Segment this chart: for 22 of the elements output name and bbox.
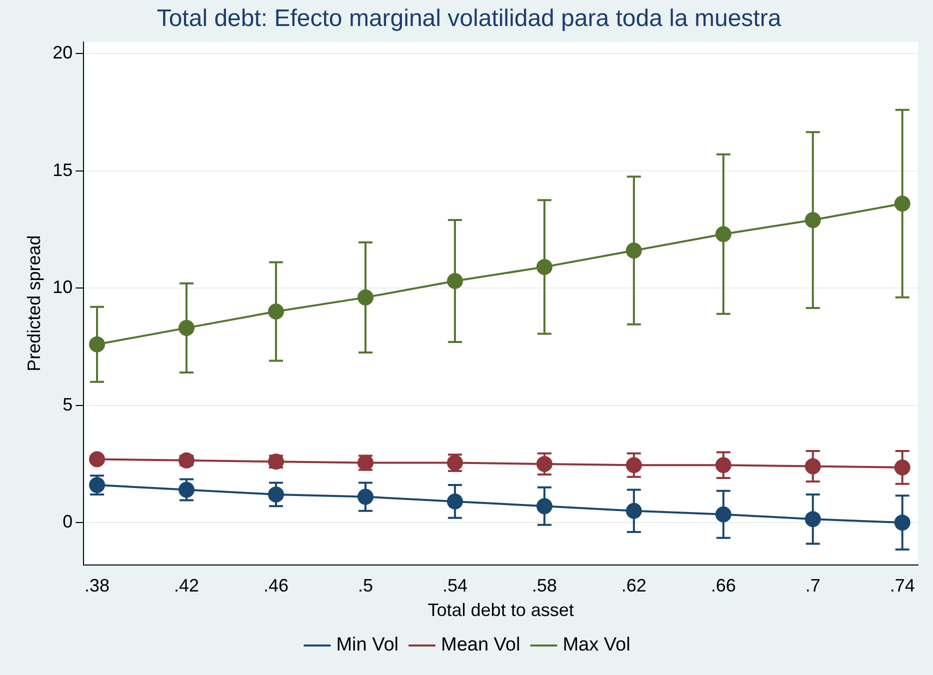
y-tick-label: 5: [62, 394, 73, 414]
x-tick-label: .7: [805, 576, 820, 596]
x-tick-label: .38: [84, 576, 110, 596]
y-tick-label: 20: [52, 42, 73, 62]
x-tick-label: .42: [174, 576, 200, 596]
x-tick-label: .62: [621, 576, 646, 596]
chart-title: Total debt: Efecto marginal volatilidad para toda la muestra: [156, 5, 782, 32]
legend-label: Min Vol: [336, 634, 399, 656]
x-tick-label: .58: [532, 576, 557, 596]
y-tick-label: 10: [52, 277, 73, 298]
x-tick-label: .66: [710, 576, 736, 596]
x-tick-label: .5: [358, 576, 373, 596]
y-axis-title: Predicted spread: [24, 235, 44, 372]
legend-label: Mean Vol: [441, 634, 520, 656]
x-axis-title: Total debt to asset: [428, 600, 574, 620]
y-tick-label: 15: [52, 160, 73, 180]
x-tick-label: .74: [890, 576, 915, 596]
x-tick-label: .54: [442, 576, 468, 596]
x-tick-label: .46: [263, 576, 289, 596]
point: [178, 452, 195, 468]
y-tick-label: 0: [62, 512, 73, 532]
legend-label: Max Vol: [562, 634, 630, 656]
